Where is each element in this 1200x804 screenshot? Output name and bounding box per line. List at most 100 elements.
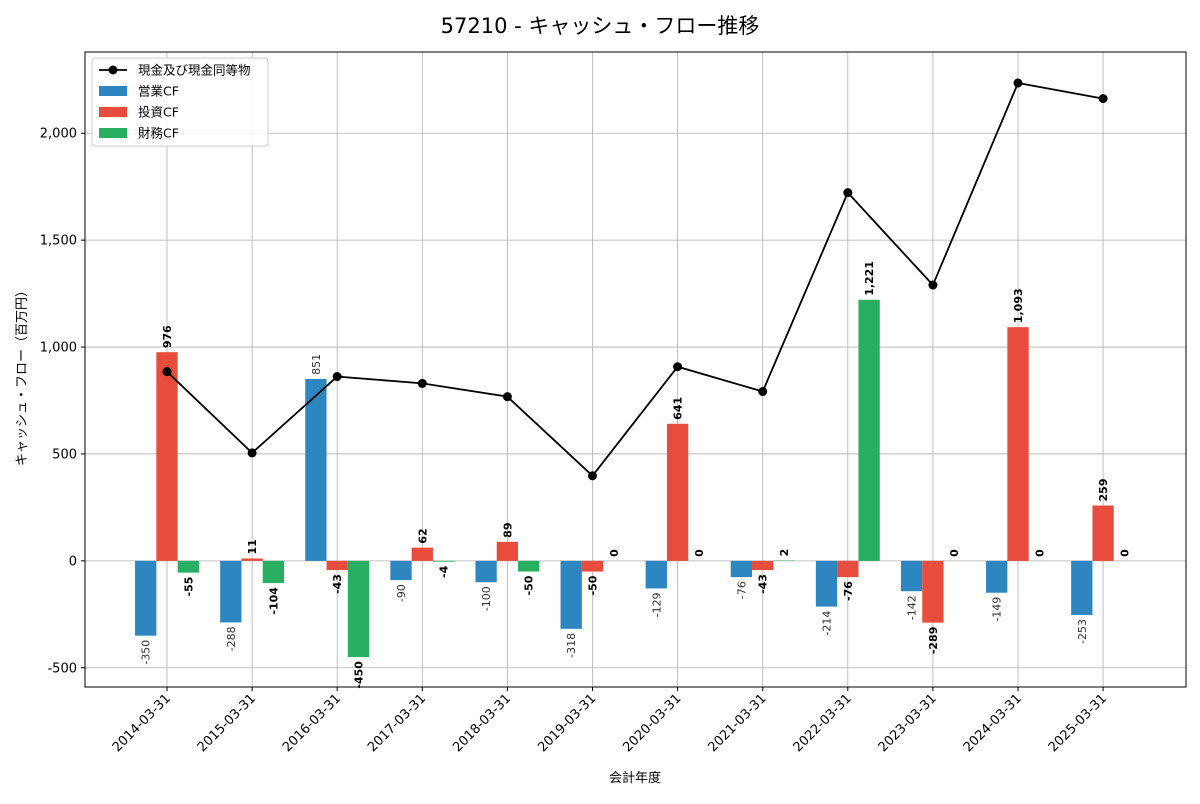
bar-value-label: -43	[331, 574, 344, 594]
bar-投資CF	[327, 561, 348, 570]
legend-bar-swatch	[99, 107, 127, 117]
bar-営業CF	[1071, 561, 1092, 615]
cash-line-point	[843, 188, 852, 197]
bar-営業CF	[901, 561, 922, 591]
bar-投資CF	[1092, 505, 1113, 560]
bar-value-label: -100	[480, 586, 493, 611]
bar-value-label: 976	[161, 325, 174, 348]
bar-財務CF	[433, 561, 454, 562]
x-tick-label: 2019-03-31	[535, 691, 599, 755]
y-tick-label: 1,500	[40, 234, 77, 249]
y-tick-label: 1,000	[40, 341, 77, 356]
bar-value-label: -450	[353, 661, 366, 689]
bar-value-label: -129	[650, 592, 663, 617]
bar-value-label: -318	[565, 633, 578, 658]
bar-value-label: 62	[416, 528, 429, 543]
bar-value-label: -76	[735, 581, 748, 599]
cash-line-point	[758, 387, 767, 396]
bar-営業CF	[731, 561, 752, 577]
bar-value-label: -4	[438, 565, 451, 578]
legend-label: 営業CF	[138, 84, 179, 99]
bar-value-label: -90	[395, 584, 408, 602]
cash-line-point	[1014, 79, 1023, 88]
cash-line-point	[1099, 94, 1108, 103]
cash-line-point	[928, 281, 937, 290]
bar-value-label: -142	[906, 595, 919, 620]
y-tick-label: -500	[47, 661, 77, 676]
bar-投資CF	[837, 561, 858, 577]
x-tick-label: 2025-03-31	[1046, 691, 1110, 755]
bar-value-label: -288	[225, 626, 238, 651]
bar-value-label: 2	[778, 549, 791, 557]
bar-value-label: 259	[1097, 479, 1110, 502]
cash-line-point	[248, 448, 257, 457]
bar-value-label: -149	[991, 597, 1004, 622]
x-tick-label: 2015-03-31	[195, 691, 259, 755]
y-tick-label: 0	[69, 554, 77, 569]
cash-line-point	[673, 362, 682, 371]
x-tick-label: 2018-03-31	[450, 691, 514, 755]
legend-label: 投資CF	[138, 105, 179, 120]
bar-value-label: -76	[842, 581, 855, 601]
bar-営業CF	[561, 561, 582, 629]
bar-value-label: -50	[523, 575, 536, 595]
x-tick-label: 2023-03-31	[876, 691, 940, 755]
bar-value-label: 0	[1033, 549, 1046, 557]
bar-財務CF	[178, 561, 199, 573]
x-tick-label: 2024-03-31	[961, 691, 1025, 755]
bar-value-label: 851	[310, 354, 323, 375]
bar-value-label: -43	[757, 574, 770, 594]
legend-line-marker	[109, 66, 118, 75]
legend-label: 現金及び現金同等物	[138, 63, 251, 78]
bar-value-label: 0	[693, 549, 706, 557]
bar-value-label: 0	[608, 549, 621, 557]
bar-value-label: 0	[948, 549, 961, 557]
x-tick-label: 2022-03-31	[791, 691, 855, 755]
bar-営業CF	[220, 561, 241, 623]
legend-label: 財務CF	[138, 126, 179, 141]
bar-財務CF	[518, 561, 539, 572]
bar-value-label: 0	[1118, 549, 1131, 557]
bar-value-label: -55	[182, 577, 195, 597]
bar-営業CF	[646, 561, 667, 589]
bar-財務CF	[348, 561, 369, 657]
bar-営業CF	[305, 379, 326, 561]
bar-value-label: 1,221	[863, 261, 876, 296]
y-tick-label: 2,000	[40, 127, 77, 142]
bars	[135, 300, 1135, 657]
legend-bar-swatch	[99, 86, 127, 96]
bar-投資CF	[1007, 327, 1028, 561]
cash-line	[163, 79, 1108, 481]
bar-投資CF	[752, 561, 773, 570]
bar-投資CF	[156, 352, 177, 561]
bar-財務CF	[263, 561, 284, 583]
bar-value-labels: -350-288851-90-100-318-129-76-214-142-14…	[140, 261, 1132, 689]
bar-投資CF	[412, 548, 433, 561]
x-axis-label: 会計年度	[609, 770, 661, 786]
x-tick-label: 2014-03-31	[110, 691, 174, 755]
bar-営業CF	[986, 561, 1007, 593]
cash-line-point	[588, 471, 597, 480]
bar-投資CF	[667, 424, 688, 561]
x-tick-label: 2020-03-31	[620, 691, 684, 755]
y-axis-label: キャッシュ・フロー（百万円）	[15, 284, 30, 466]
legend-bar-swatch	[99, 128, 127, 138]
chart-title: 57210 - キャッシュ・フロー推移	[441, 14, 760, 38]
bar-value-label: -350	[140, 640, 153, 665]
bar-投資CF	[922, 561, 943, 623]
bar-value-label: -289	[927, 627, 940, 655]
bar-value-label: -104	[267, 587, 280, 615]
bar-投資CF	[497, 542, 518, 561]
bar-value-label: 641	[672, 397, 685, 420]
cash-line-point	[503, 392, 512, 401]
x-tick-label: 2017-03-31	[365, 691, 429, 755]
bar-value-label: 1,093	[1012, 288, 1025, 323]
bar-営業CF	[816, 561, 837, 607]
bar-営業CF	[475, 561, 496, 582]
cash-line-point	[333, 372, 342, 381]
cash-line-point	[163, 367, 172, 376]
